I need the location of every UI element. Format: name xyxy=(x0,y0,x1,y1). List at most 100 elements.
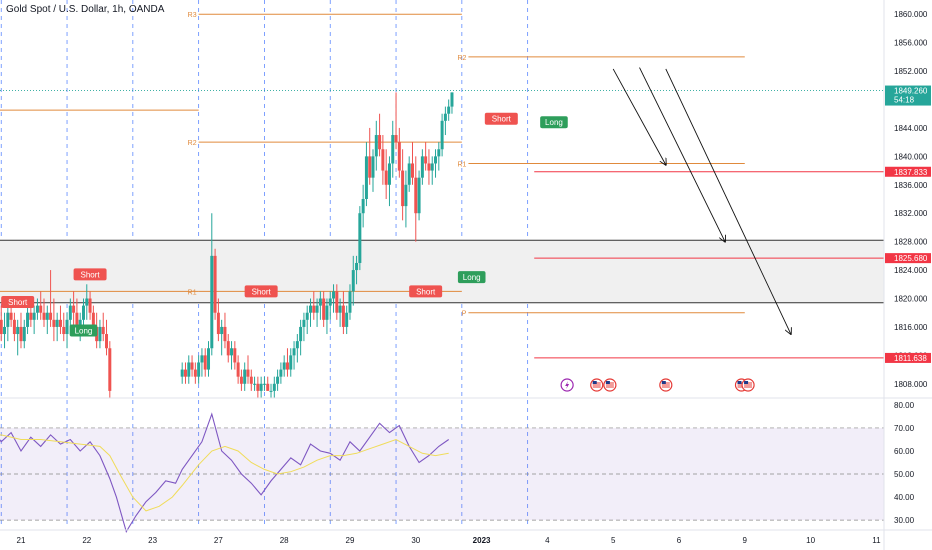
candle-body xyxy=(282,362,286,370)
candle xyxy=(335,284,339,320)
candle-body xyxy=(239,376,243,384)
candle-body xyxy=(289,355,293,370)
candle xyxy=(391,120,395,178)
candle-body xyxy=(203,355,207,370)
us-flag-icon-canton xyxy=(661,381,666,384)
us-flag-icon-canton xyxy=(605,381,610,384)
candle-body xyxy=(101,326,105,335)
price-tick-label: 1816.000 xyxy=(894,323,928,332)
rsi-line xyxy=(0,412,450,533)
candle-body xyxy=(22,326,26,342)
candle xyxy=(374,120,378,171)
current-price-tag-bg xyxy=(885,85,931,106)
candle xyxy=(443,106,447,136)
candle-body xyxy=(322,298,326,320)
candle-body xyxy=(335,291,339,313)
candle-body xyxy=(52,319,56,327)
signal-label: Short xyxy=(252,287,272,296)
candle xyxy=(220,319,224,356)
candle-body xyxy=(49,312,53,320)
signal-short: Short xyxy=(484,112,518,125)
candle xyxy=(58,305,62,335)
candle-body xyxy=(29,312,33,320)
candle xyxy=(223,312,227,349)
candle-body xyxy=(42,312,46,320)
candle xyxy=(355,255,359,285)
price-tick-label: 1828.000 xyxy=(894,238,928,247)
candle-body xyxy=(394,135,398,143)
candle-body xyxy=(220,326,224,335)
candle-body xyxy=(447,106,451,114)
candle xyxy=(236,355,240,384)
candle-body xyxy=(187,362,191,377)
us-flag-icon xyxy=(590,378,604,392)
candle-body xyxy=(332,291,336,299)
candle xyxy=(207,341,211,377)
signal-badge xyxy=(69,324,98,337)
candle-body xyxy=(328,298,332,306)
candle xyxy=(39,291,43,320)
candle-body xyxy=(351,270,355,292)
candle xyxy=(105,319,109,356)
candle xyxy=(276,369,280,391)
candle-body xyxy=(272,383,276,391)
candle xyxy=(358,206,362,271)
level-price-tag-label: 1811.638 xyxy=(894,354,927,363)
candle xyxy=(387,156,391,207)
candle-body xyxy=(276,376,280,384)
projection-arrow xyxy=(612,68,666,165)
rsi-tick-label: 30.00 xyxy=(894,516,915,525)
candle-body xyxy=(236,362,240,377)
candle-body xyxy=(39,305,43,313)
level-price-tag-label: 1837.833 xyxy=(894,168,928,177)
candle xyxy=(302,312,306,342)
candle-body xyxy=(443,113,447,121)
us-flag-icon-canton xyxy=(737,381,742,384)
candle-body xyxy=(65,319,69,335)
time-tick-label: 27 xyxy=(214,536,223,545)
candle-body xyxy=(302,319,306,327)
candle xyxy=(322,291,326,327)
candle xyxy=(325,298,329,335)
price-levels xyxy=(0,90,884,359)
candle xyxy=(378,113,382,157)
candle-body xyxy=(58,319,62,327)
candle-body xyxy=(78,319,82,327)
candle-body xyxy=(318,298,322,306)
candle xyxy=(49,270,53,327)
candle xyxy=(42,298,46,327)
price-tick-label: 1856.000 xyxy=(894,39,928,48)
signal-label: Short xyxy=(81,270,101,279)
candle-body xyxy=(364,156,368,199)
us-flag-icon-canton xyxy=(592,381,597,384)
signal-badge xyxy=(540,116,568,129)
candle-body xyxy=(62,326,66,335)
candle-body xyxy=(12,319,16,335)
candle xyxy=(249,369,253,391)
candle xyxy=(19,312,23,349)
economic-events xyxy=(560,378,755,392)
candle-body xyxy=(427,163,431,171)
candle xyxy=(72,291,76,327)
candle xyxy=(203,348,207,377)
time-tick-label: 11 xyxy=(872,536,881,545)
candle-body xyxy=(387,163,391,185)
us-flag-icon xyxy=(603,378,617,392)
time-tick-label: 23 xyxy=(148,536,157,545)
candle-body xyxy=(207,348,211,370)
candle xyxy=(351,255,355,306)
level-price-tag-bg xyxy=(885,166,931,177)
candle xyxy=(407,156,411,192)
candle-body xyxy=(226,341,230,356)
candle xyxy=(22,319,26,349)
candle-body xyxy=(325,305,329,320)
candle-body xyxy=(81,305,85,320)
candle-body xyxy=(108,348,112,391)
bar-countdown-label: 54:18 xyxy=(894,96,915,105)
candle xyxy=(32,305,36,335)
candle-body xyxy=(213,255,217,313)
signal-label: Long xyxy=(545,118,563,127)
candle xyxy=(279,362,283,384)
